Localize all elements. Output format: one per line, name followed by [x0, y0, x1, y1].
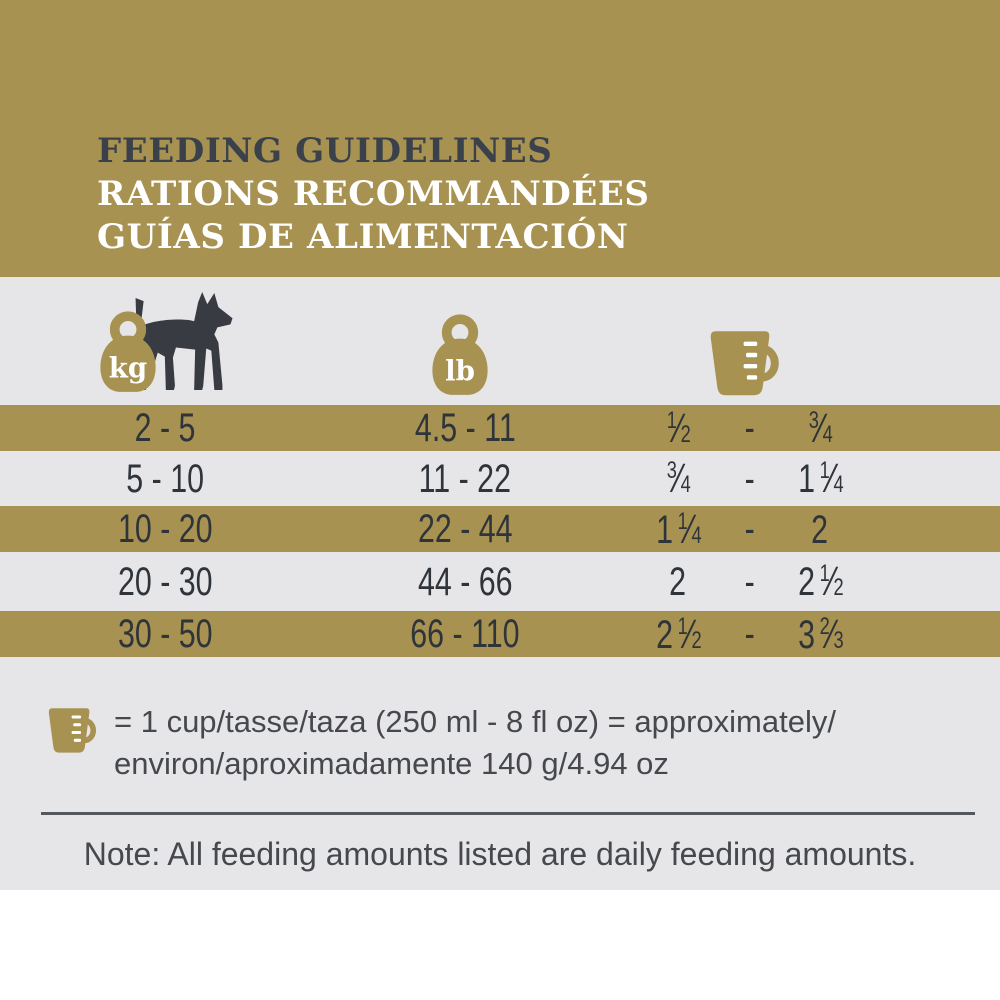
lb-range: 66 - 110 [410, 612, 520, 656]
lb-range: 44 - 66 [417, 559, 513, 604]
measuring-cup-icon [710, 331, 779, 396]
dog-silhouette-icon [135, 292, 233, 390]
title-french: RATIONS RECOMMANDÉES [97, 174, 650, 214]
kg-range: 10 - 20 [117, 507, 213, 551]
title-english: FEEDING GUIDELINES [97, 131, 553, 171]
divider-line [41, 812, 975, 815]
kg-range: 30 - 50 [117, 612, 213, 656]
lb-range: 22 - 44 [417, 507, 513, 551]
daily-feeding-note: Note: All feeding amounts listed are dai… [83, 836, 917, 872]
kg-range: 2 - 5 [134, 406, 196, 450]
cups-range: 2 1⁄2 - 3 2⁄3 [656, 610, 844, 657]
lb-range: 11 - 22 [418, 456, 512, 501]
page-title: FEEDING GUIDELINES RATIONS RECOMMANDÉES … [97, 130, 650, 259]
cup-note-line-1: = 1 cup/tasse/taza (250 ml - 8 fl oz) = … [114, 704, 836, 739]
lb-weight-icon: lb [432, 314, 488, 395]
cups-range: 2 - 2 1⁄2 [669, 558, 844, 604]
header-band: FEEDING GUIDELINES RATIONS RECOMMANDÉES … [0, 0, 1000, 277]
feeding-table: 2 - 5 4.5 - 11 1⁄2 - 3⁄4 5 - 10 11 - 22 … [0, 405, 1000, 657]
kg-weight-icon: kg [100, 311, 156, 392]
table-row: 30 - 50 66 - 110 2 1⁄2 - 3 2⁄3 [0, 611, 1000, 657]
kg-range: 20 - 30 [117, 559, 213, 604]
cups-range: 1 1⁄4 - 2 [656, 505, 828, 552]
lb-range: 4.5 - 11 [414, 406, 516, 450]
measuring-cup-icon [48, 708, 97, 753]
cup-equivalence-note: = 1 cup/tasse/taza (250 ml - 8 fl oz) = … [114, 701, 984, 785]
lb-label: lb [445, 355, 475, 388]
table-row: 2 - 5 4.5 - 11 1⁄2 - 3⁄4 [0, 405, 1000, 451]
cups-range: 1⁄2 - 3⁄4 [666, 404, 833, 451]
kg-range: 5 - 10 [126, 456, 204, 501]
cups-range: 3⁄4 - 1 1⁄4 [666, 455, 844, 501]
title-spanish: GUÍAS DE ALIMENTACIÓN [97, 217, 629, 257]
table-row: 20 - 30 44 - 66 2 - 2 1⁄2 [0, 552, 1000, 611]
table-row: 10 - 20 22 - 44 1 1⁄4 - 2 [0, 506, 1000, 552]
cup-note-line-2: environ/aproximadamente 140 g/4.94 oz [114, 746, 669, 781]
table-row: 5 - 10 11 - 22 3⁄4 - 1 1⁄4 [0, 451, 1000, 506]
kg-label: kg [109, 352, 147, 385]
